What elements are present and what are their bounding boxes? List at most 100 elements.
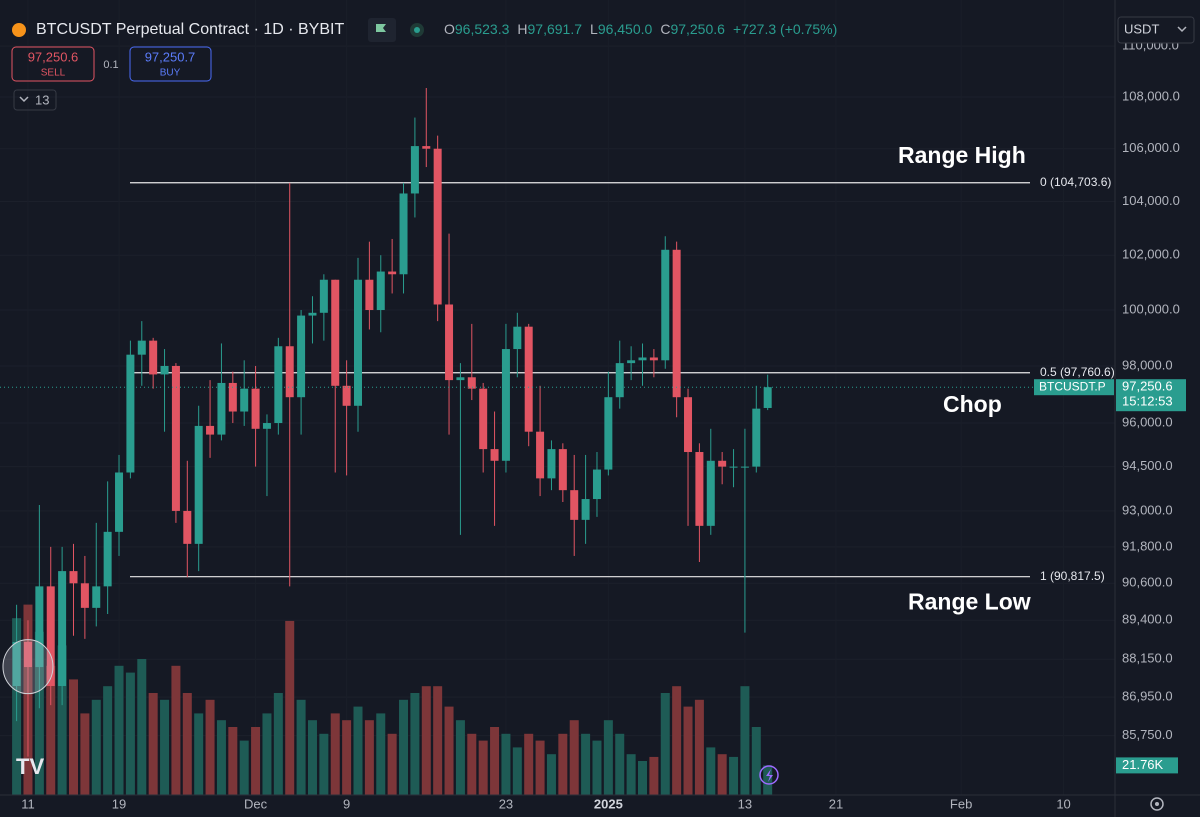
volume-bar [171,665,181,795]
candle-body [399,193,408,275]
volume-bar [638,761,647,795]
candle-body [661,249,670,361]
indicator-toggle[interactable] [13,89,57,111]
candle-body [558,449,567,491]
volume-bar [455,720,465,795]
candle-body [103,531,112,587]
candle-body [456,377,465,381]
candle-body [183,510,192,544]
y-tick-label: 94,500.0 [1122,458,1173,473]
volume-bar [512,747,522,795]
volume-bar [205,699,215,795]
volume-bar [46,665,56,795]
volume-bar [717,754,727,795]
x-tick-label: 21 [829,796,843,811]
candle-body [536,431,545,479]
symbol-tag [1034,379,1114,396]
buy-button[interactable] [129,46,212,82]
y-tick-label: 102,000.0 [1122,247,1180,262]
candle-body [479,388,488,450]
price-tag [1116,379,1186,412]
volume-bar [216,720,226,795]
candle-body [23,641,32,668]
volume-bar [399,699,409,795]
volume-bar [57,645,67,795]
candle-body [342,385,351,406]
volume-bar [114,665,124,795]
volume-bar [387,733,397,795]
level-label: 1 (90,817.5) [1040,569,1105,583]
candle-body [262,423,271,429]
candle-body [376,271,385,311]
candle-body [513,326,522,350]
event-icon [766,769,773,782]
volume-bar [592,740,602,795]
sell-button[interactable] [11,46,95,82]
x-tick-label: Dec [244,796,268,811]
sell-label: SELL [41,68,66,79]
candle-body [740,466,749,468]
candle-body [718,460,727,467]
candle-body [80,583,89,608]
volume-bar [546,754,556,795]
tradingview-logo: TV [16,754,44,779]
candle-body [69,571,78,584]
volume-bar [421,686,431,795]
candle-body [126,354,135,473]
volume-bar [740,686,750,795]
candle-body [672,249,681,398]
candle-body [171,365,180,511]
volume-bar [91,699,101,795]
settings-icon[interactable] [1150,797,1164,811]
candle-body [410,146,419,194]
candle-body [501,349,510,461]
volume-bar [319,733,329,795]
y-tick-label: 108,000.0 [1122,88,1180,103]
spread: 0.1 [103,59,118,71]
volume-bar [182,693,192,795]
x-tick-label: Feb [950,796,972,811]
y-tick-label: 104,000.0 [1122,193,1180,208]
volume-bar [228,727,238,795]
candle-body [331,279,340,386]
candle-body [649,357,658,361]
volume-bar [569,720,579,795]
event-icon[interactable] [759,765,779,785]
level-label: 0 (104,703.6) [1040,175,1111,189]
candle-body [388,271,397,275]
y-tick-label: 96,000.0 [1122,414,1173,429]
level-label: 0.5 (97,760.6) [1040,365,1115,379]
currency-select[interactable] [1117,16,1195,44]
candle-body [206,425,215,435]
volume-bar [615,733,625,795]
overlay: BTCUSDT Perpetual Contract · 1D · BYBIT … [11,16,1195,811]
candle-body [92,586,101,608]
candle-body [467,377,476,389]
volume-bar [581,733,591,795]
ohlc-key: O [444,21,455,37]
candle-body [308,312,317,316]
x-tick-label: 2025 [594,796,623,811]
candle-body [547,449,556,479]
candle-body [638,357,647,361]
ohlc-values: O96,523.3 H97,691.7 L96,450.0 C97,250.6 +727… [444,21,837,37]
candle-body [684,397,693,453]
volume-bar [763,765,773,795]
volume-bar [603,720,613,795]
candle-body [35,586,44,668]
volume-bar [125,672,135,795]
volume-bar [69,679,78,795]
candle-body [240,388,249,412]
volume-bar [751,727,761,795]
candle-body [581,499,590,520]
volume-bar [672,686,682,795]
y-tick-label: 89,400.0 [1122,612,1173,627]
candle-body [319,279,328,313]
annotation: Range High [898,142,1026,168]
volume-bar [660,693,670,795]
x-tick-label: 13 [738,796,752,811]
volume-bar [330,713,340,795]
candle-body [217,382,226,435]
candle-body [274,346,283,424]
